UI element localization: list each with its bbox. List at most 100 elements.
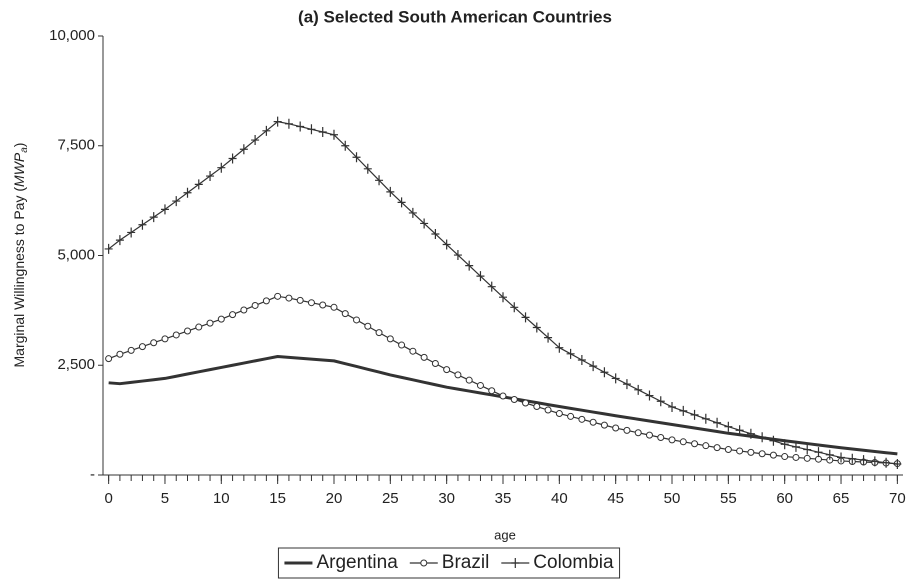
point	[184, 327, 192, 335]
point	[409, 347, 417, 355]
point	[555, 342, 564, 353]
point	[375, 329, 383, 337]
point	[780, 439, 789, 450]
series-line	[108, 354, 898, 456]
point	[634, 384, 643, 395]
point	[420, 353, 428, 361]
point	[115, 235, 124, 246]
point	[791, 441, 800, 452]
point	[611, 373, 620, 384]
point	[544, 332, 553, 343]
point	[657, 434, 665, 442]
point	[713, 444, 721, 452]
point	[172, 331, 180, 339]
point	[544, 406, 552, 414]
x-tick-label: 20	[326, 490, 343, 507]
point	[589, 418, 597, 426]
point	[296, 296, 304, 304]
point	[870, 456, 879, 467]
x-tick-label: 5	[161, 490, 169, 507]
point	[758, 432, 767, 443]
point	[747, 448, 755, 456]
x-tick-label: 35	[495, 490, 512, 507]
point	[769, 451, 777, 459]
x-tick-label: 15	[269, 490, 286, 507]
point	[443, 366, 451, 374]
x-tick-label: 45	[607, 490, 624, 507]
point	[386, 186, 395, 197]
point	[488, 387, 496, 395]
point	[353, 316, 361, 324]
point	[634, 429, 642, 437]
point	[814, 447, 823, 458]
point	[893, 459, 902, 470]
legend-item: Argentina	[284, 552, 398, 573]
point	[183, 187, 192, 198]
point	[274, 292, 282, 300]
point	[724, 446, 732, 454]
point	[397, 197, 406, 208]
point	[172, 196, 181, 207]
point	[589, 361, 598, 372]
point	[476, 381, 484, 389]
point	[206, 319, 214, 327]
point	[668, 401, 677, 412]
point	[577, 354, 586, 365]
point	[656, 396, 665, 407]
point	[431, 228, 440, 239]
point	[600, 367, 609, 378]
point	[262, 125, 271, 136]
point	[511, 558, 520, 568]
y-tick-label: 2,500	[57, 356, 95, 373]
point	[859, 455, 868, 466]
point	[803, 454, 811, 462]
point	[532, 322, 541, 333]
point	[251, 135, 260, 146]
legend: Argentina Brazil Colombia	[277, 547, 621, 579]
point	[645, 431, 653, 439]
x-tick-label: 10	[213, 490, 230, 507]
point	[262, 297, 270, 305]
point	[420, 218, 429, 229]
y-label-text: Marginal Willingness to Pay (	[11, 187, 27, 368]
y-label-var: MWP	[11, 152, 27, 187]
legend-label: Argentina	[316, 552, 398, 573]
point	[510, 302, 519, 313]
chart-title: (a) Selected South American Countries	[298, 7, 612, 26]
point	[848, 453, 857, 464]
y-tick-label: 5,000	[57, 246, 95, 263]
point	[105, 355, 113, 363]
point	[318, 127, 327, 138]
point	[127, 346, 135, 354]
point	[792, 453, 800, 461]
point	[691, 440, 699, 448]
point	[465, 376, 473, 384]
x-tick-label: 60	[776, 490, 793, 507]
point	[521, 312, 530, 323]
point	[251, 301, 259, 309]
point	[319, 301, 327, 309]
point	[724, 421, 733, 432]
point	[578, 415, 586, 423]
point	[116, 350, 124, 358]
point	[668, 436, 676, 444]
point	[837, 452, 846, 463]
point	[307, 124, 316, 135]
point	[679, 405, 688, 416]
point	[138, 219, 147, 230]
legend-box	[277, 547, 621, 579]
point	[600, 421, 608, 429]
point	[781, 453, 789, 461]
point	[736, 447, 744, 455]
point	[341, 310, 349, 318]
point	[149, 212, 158, 223]
point	[567, 412, 575, 420]
point	[701, 413, 710, 424]
point	[229, 311, 237, 319]
point	[386, 335, 394, 343]
point	[522, 399, 530, 407]
point	[341, 140, 350, 151]
point	[296, 121, 305, 132]
x-tick-label: 0	[104, 490, 112, 507]
